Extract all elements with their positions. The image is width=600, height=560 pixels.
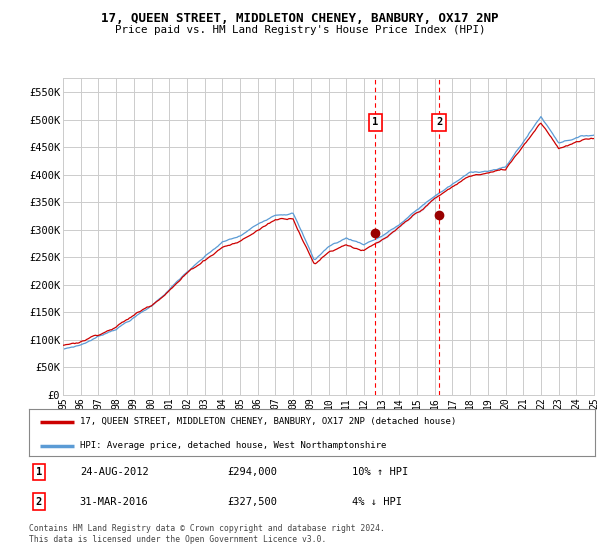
Text: Contains HM Land Registry data © Crown copyright and database right 2024.: Contains HM Land Registry data © Crown c… — [29, 524, 385, 533]
Text: £294,000: £294,000 — [227, 467, 277, 477]
Text: 17, QUEEN STREET, MIDDLETON CHENEY, BANBURY, OX17 2NP: 17, QUEEN STREET, MIDDLETON CHENEY, BANB… — [101, 12, 499, 25]
Text: 10% ↑ HPI: 10% ↑ HPI — [352, 467, 408, 477]
Text: 24-AUG-2012: 24-AUG-2012 — [80, 467, 149, 477]
Text: 2: 2 — [36, 497, 42, 507]
Text: This data is licensed under the Open Government Licence v3.0.: This data is licensed under the Open Gov… — [29, 534, 326, 544]
Text: 2: 2 — [436, 118, 442, 128]
Text: 1: 1 — [372, 118, 379, 128]
Text: 17, QUEEN STREET, MIDDLETON CHENEY, BANBURY, OX17 2NP (detached house): 17, QUEEN STREET, MIDDLETON CHENEY, BANB… — [80, 417, 456, 426]
Text: 31-MAR-2016: 31-MAR-2016 — [80, 497, 149, 507]
Text: HPI: Average price, detached house, West Northamptonshire: HPI: Average price, detached house, West… — [80, 441, 386, 450]
Text: 4% ↓ HPI: 4% ↓ HPI — [352, 497, 401, 507]
Text: Price paid vs. HM Land Registry's House Price Index (HPI): Price paid vs. HM Land Registry's House … — [115, 25, 485, 35]
Text: 1: 1 — [36, 467, 42, 477]
Text: £327,500: £327,500 — [227, 497, 277, 507]
